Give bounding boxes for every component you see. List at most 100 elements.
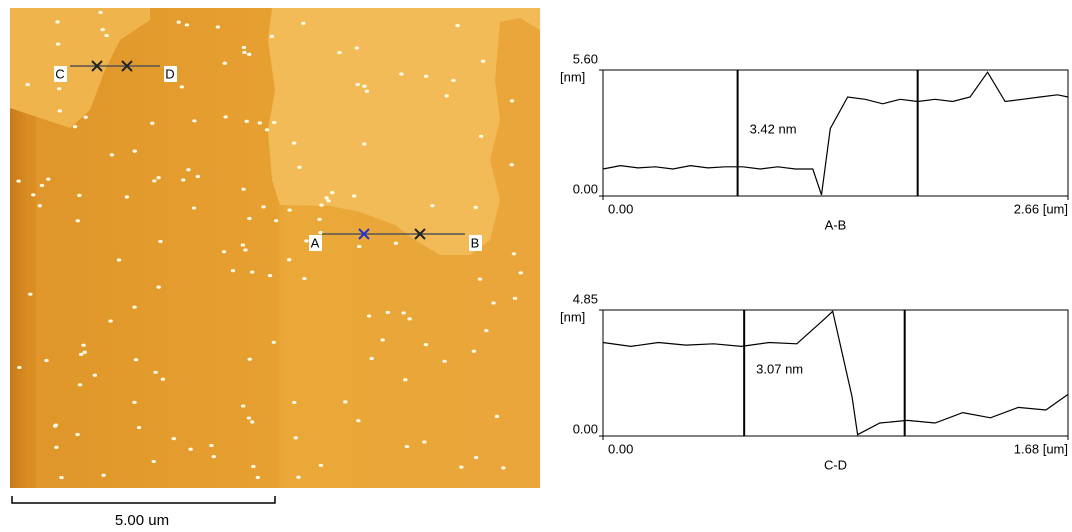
particle [152, 179, 156, 182]
particle [424, 343, 428, 346]
particle [519, 271, 523, 274]
particle [117, 258, 121, 261]
particle [297, 166, 301, 169]
particle [365, 90, 369, 93]
particle [17, 366, 21, 369]
particle [108, 319, 112, 322]
particle [484, 329, 488, 332]
particle [478, 278, 482, 281]
particle [192, 119, 196, 122]
particle [44, 359, 48, 362]
particle [270, 35, 274, 38]
particle [301, 22, 305, 25]
particle [510, 99, 514, 102]
particle [274, 219, 278, 222]
particle [84, 116, 88, 119]
particle [326, 199, 330, 202]
particle [196, 175, 200, 178]
particle [186, 168, 190, 171]
particle [28, 293, 32, 296]
particle [405, 445, 409, 448]
particle [513, 297, 517, 300]
annotation: 3.42 nm [750, 121, 797, 136]
particle [98, 11, 102, 14]
particle [55, 20, 59, 23]
particle [251, 465, 255, 468]
particle [93, 374, 97, 377]
particle [57, 87, 61, 90]
y-tick-label: 0.00 [573, 181, 598, 196]
particle [445, 94, 449, 97]
particle [424, 75, 428, 78]
particle [422, 440, 426, 443]
particle [352, 194, 356, 197]
particle [58, 109, 62, 112]
particle [231, 269, 235, 272]
y-tick-label: 0.00 [573, 421, 598, 436]
particle [242, 51, 246, 54]
particle [292, 142, 296, 145]
point-label: A [311, 235, 320, 250]
particle [132, 401, 136, 404]
particle [134, 358, 138, 361]
particle [324, 196, 328, 199]
particle [125, 195, 129, 198]
particle [442, 360, 446, 363]
particle [294, 436, 298, 439]
particle [369, 357, 373, 360]
particle [501, 466, 505, 469]
particle [75, 433, 79, 436]
particle [101, 474, 105, 477]
particle [81, 344, 85, 347]
particle [222, 250, 226, 253]
particle [355, 83, 359, 86]
particle [407, 317, 411, 320]
particle [247, 217, 251, 220]
particle [319, 203, 323, 206]
particle [157, 286, 161, 289]
particle [330, 191, 334, 194]
particle [53, 425, 57, 428]
particle [268, 274, 272, 277]
x-axis-label: A-B [825, 217, 847, 232]
particle [104, 34, 108, 37]
particle [362, 142, 366, 145]
particle [258, 121, 262, 124]
particle [479, 135, 483, 138]
point-label: B [471, 235, 480, 250]
particle [287, 209, 291, 212]
particle [133, 150, 137, 153]
point-label: D [165, 66, 174, 81]
scale-bar-label: 5.00 um [115, 512, 169, 529]
particle [132, 306, 136, 309]
particle [512, 252, 516, 255]
particle [319, 464, 323, 467]
particle [265, 128, 269, 131]
particle [261, 205, 265, 208]
particle [304, 239, 308, 242]
particle [82, 351, 86, 354]
particle [380, 338, 384, 341]
profile-curve [603, 311, 1068, 434]
particle [248, 358, 252, 361]
particle [472, 350, 476, 353]
profile-curve [603, 72, 1068, 195]
particle [151, 460, 155, 463]
particle [245, 120, 249, 123]
x-axis-label: C-D [824, 457, 847, 472]
y-tick-label: 5.60 [573, 51, 598, 66]
particle [185, 23, 189, 26]
particle [491, 301, 495, 304]
particle [256, 476, 260, 479]
point-label: C [55, 66, 64, 81]
particle [455, 24, 459, 27]
x-tick-label: 0.00 [608, 441, 633, 456]
particle [223, 115, 227, 118]
particle [317, 218, 321, 221]
particle [337, 51, 341, 54]
y-unit: [nm] [560, 69, 585, 84]
particle [292, 401, 296, 404]
particle [158, 240, 162, 243]
particle [243, 248, 247, 251]
particle [78, 383, 82, 386]
